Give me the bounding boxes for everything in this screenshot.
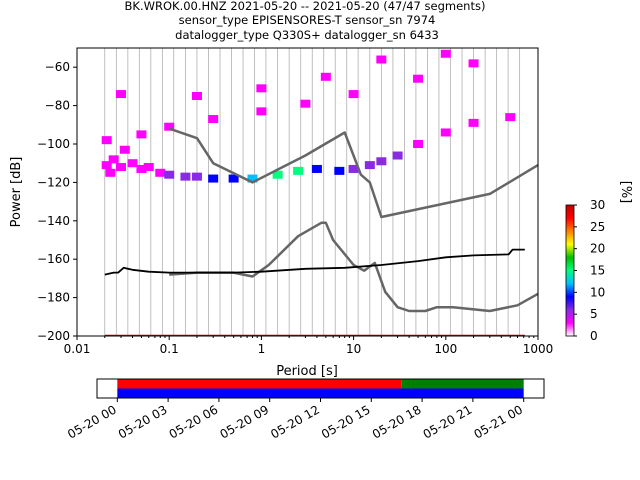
heatmap-cell (119, 145, 130, 154)
mean-curve (104, 248, 525, 276)
heatmap-cell (143, 163, 154, 172)
heatmap-cell (440, 49, 451, 58)
heatmap-cell (348, 164, 359, 173)
heatmap-cell (272, 170, 283, 179)
heatmap-cell (136, 164, 147, 173)
heatmap-cell (105, 168, 116, 177)
x-axis-label: Period [s] (276, 364, 338, 379)
plot-frame (76, 47, 539, 337)
y-tick-label: −80 (45, 99, 70, 113)
heatmap-cell (208, 115, 219, 124)
ppsd-plot-area: 0.01 0.1 1 10 100 1000 −60 −80 −100 −120 −140 −160 −… (37, 47, 554, 356)
heatmap-cell (155, 168, 166, 177)
heatmap-cell (228, 174, 239, 183)
y-tick-label: −140 (37, 214, 70, 228)
heatmap-cell (180, 172, 191, 181)
heatmap-cell (293, 166, 304, 175)
heatmap-cell (311, 164, 322, 173)
colorbar-scale (565, 204, 575, 337)
y-tick-label: −160 (37, 252, 70, 266)
heatmap-cell (136, 130, 147, 139)
title-line-2: sensor_type EPISENSORES-T sensor_sn 7974 (179, 13, 436, 27)
colorbar-tick-label: 20 (590, 242, 605, 256)
y-tick-label: −120 (37, 175, 70, 189)
time-tick-label: 05-20 15 (319, 402, 373, 441)
y-axis-label: Power [dB] (9, 157, 24, 228)
availability-segment (401, 379, 524, 389)
y-tick-label: −200 (37, 329, 70, 343)
heatmap-cell (164, 122, 175, 131)
heatmap-cell (376, 157, 387, 166)
heatmap-cell (191, 172, 202, 181)
time-tick-label: 05-20 00 (65, 402, 119, 441)
time-tick-label: 05-20 18 (370, 402, 424, 441)
time-tick-label: 05-20 21 (421, 402, 475, 441)
heatmap-cell (440, 128, 451, 137)
heatmap-cell (115, 163, 126, 172)
colorbar-tick-label: 25 (590, 220, 605, 234)
x-tick-label: 0.01 (64, 342, 91, 356)
y-tick-label: −180 (37, 291, 70, 305)
heatmap-cell (468, 118, 479, 127)
x-tick-label: 0.1 (160, 342, 179, 356)
colorbar-tick-label: 10 (590, 285, 605, 299)
colorbar: 0 5 10 15 20 25 30 (565, 198, 605, 343)
heatmap-cell (108, 155, 119, 164)
heatmap-cell (392, 151, 403, 160)
time-tick-label: 05-20 06 (167, 402, 221, 441)
y-tick-label: −100 (37, 137, 70, 151)
time-tick-label: 05-20 03 (116, 402, 170, 441)
heatmap-cell (115, 90, 126, 99)
heatmap-cell (247, 174, 258, 183)
y-tick-label: −60 (45, 60, 70, 74)
heatmap-cell (101, 136, 112, 145)
colorbar-tick-label: 30 (590, 198, 605, 212)
x-tick-label: 10 (346, 342, 361, 356)
time-tick-label: 05-20 09 (217, 402, 271, 441)
availability-segment (117, 388, 524, 398)
heatmap-cell (127, 159, 138, 168)
x-tick-label: 1000 (523, 342, 554, 356)
heatmap-cell (101, 161, 112, 170)
heatmap-cell (505, 113, 516, 122)
colorbar-tick-label: 5 (590, 307, 598, 321)
colorbar-label: [%] (618, 181, 633, 204)
heatmap-cell (320, 72, 331, 81)
heatmap-cell (164, 170, 175, 179)
heatmap-cell (256, 84, 267, 93)
heatmap-cell (364, 161, 375, 170)
heatmap-cell (413, 74, 424, 83)
noise-model-curve (168, 127, 538, 219)
colorbar-tick-label: 0 (590, 329, 598, 343)
heatmap-cell (376, 55, 387, 64)
heatmap-cell (348, 90, 359, 99)
heatmap-cell (300, 99, 311, 108)
heatmap-cell (208, 174, 219, 183)
x-tick-label: 100 (434, 342, 457, 356)
time-tick-label: 05-20 12 (268, 402, 322, 441)
plot-inner (101, 48, 538, 336)
colorbar-tick-label: 15 (590, 264, 605, 278)
chart-title: BK.WROK.00.HNZ 2021-05-20 -- 2021-05-20 … (125, 0, 486, 42)
time-tick-label: 05-21 00 (471, 402, 525, 441)
title-line-1: BK.WROK.00.HNZ 2021-05-20 -- 2021-05-20 … (125, 0, 486, 13)
x-tick-label: 1 (258, 342, 266, 356)
heatmap-cell (468, 59, 479, 68)
heatmap-cell (334, 166, 345, 175)
heatmap-cell (413, 140, 424, 148)
heatmap-cell (191, 92, 202, 100)
title-line-3: datalogger_type Q330S+ datalogger_sn 643… (175, 28, 439, 42)
heatmap-cell (256, 107, 267, 116)
availability-segment (117, 379, 402, 389)
